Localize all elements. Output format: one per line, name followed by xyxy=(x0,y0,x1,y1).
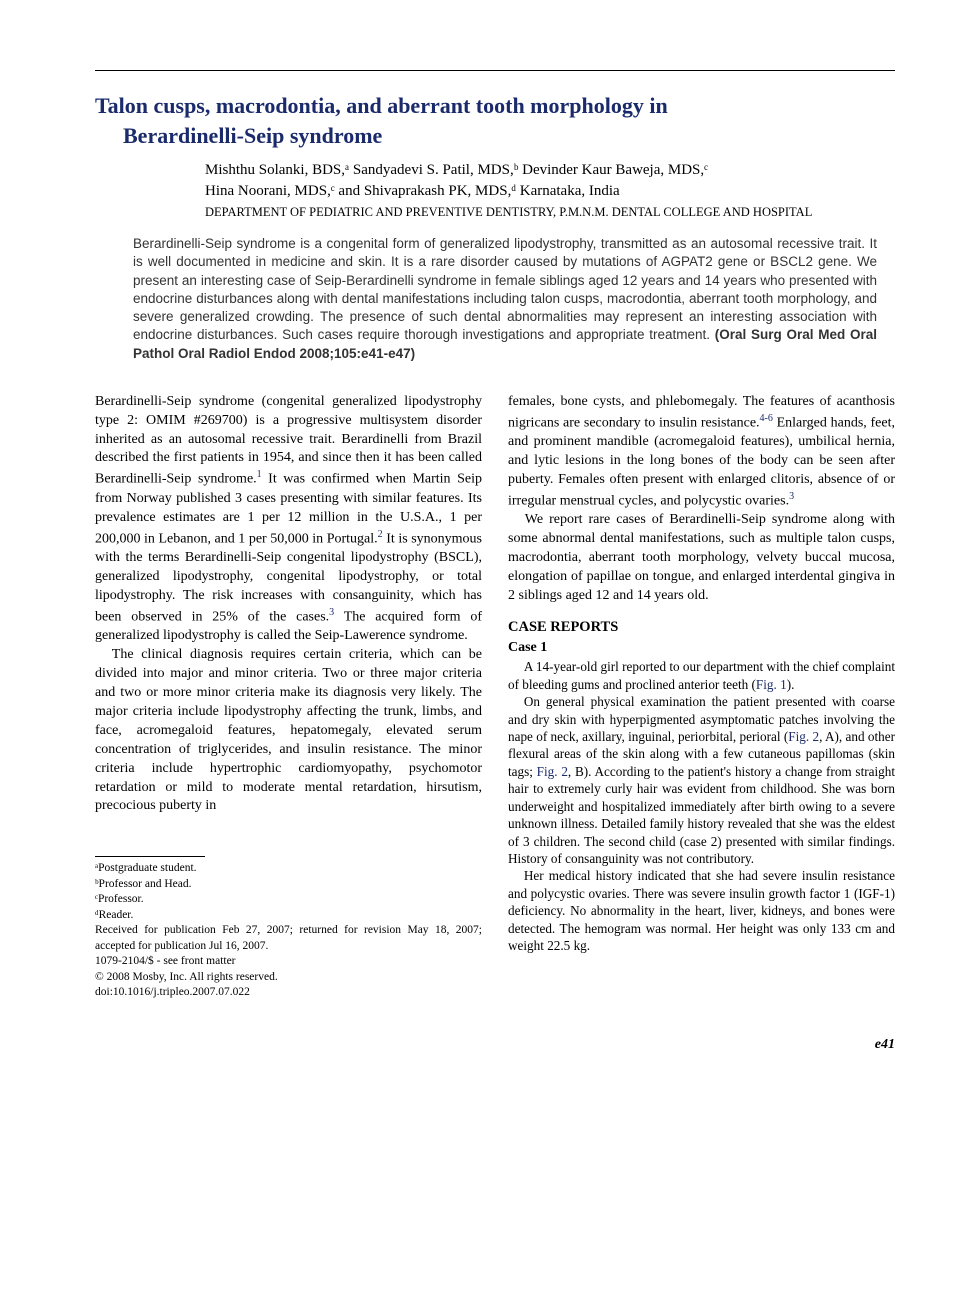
case-1-body: A 14-year-old girl reported to our depar… xyxy=(508,658,895,954)
abstract: Berardinelli-Seip syndrome is a congenit… xyxy=(133,235,877,363)
footnote-a: ᵃPostgraduate student. xyxy=(95,861,482,877)
footnote-c: ᶜProfessor. xyxy=(95,892,482,908)
intro-paragraph-1: Berardinelli-Seip syndrome (congenital g… xyxy=(95,393,482,647)
footnote-doi: doi:10.1016/j.tripleo.2007.07.022 xyxy=(95,985,482,1001)
ref-4-6[interactable]: 4-6 xyxy=(760,413,773,424)
case-1-heading: Case 1 xyxy=(508,639,895,658)
authors-line-2: Hina Noorani, MDS,ᶜ and Shivaprakash PK,… xyxy=(205,181,895,202)
footnote-rule xyxy=(95,856,205,857)
fig-1-link[interactable]: Fig. 1 xyxy=(756,677,787,692)
footnote-received: Received for publication Feb 27, 2007; r… xyxy=(95,923,482,954)
footnote-b: ᵇProfessor and Head. xyxy=(95,877,482,893)
footnote-d: ᵈReader. xyxy=(95,908,482,924)
case1-p2: On general physical examination the pati… xyxy=(508,693,895,867)
case1-p3: Her medical history indicated that she h… xyxy=(508,867,895,954)
c1p1-a: A 14-year-old girl reported to our depar… xyxy=(508,659,895,691)
footnote-price: 1079-2104/$ - see front matter xyxy=(95,954,482,970)
fig-2a-link[interactable]: Fig. 2 xyxy=(788,729,819,744)
case-reports-heading: CASE REPORTS xyxy=(508,618,895,638)
c1p2-c: , B). According to the patient's history… xyxy=(508,764,895,866)
page-number: e41 xyxy=(95,1037,895,1053)
title-line-1: Talon cusps, macrodontia, and aberrant t… xyxy=(95,93,668,118)
right-paragraph-2: We report rare cases of Berardinelli-Sei… xyxy=(508,511,895,605)
c1p1-b: ). xyxy=(787,677,795,692)
article-title: Talon cusps, macrodontia, and aberrant t… xyxy=(95,91,895,150)
title-line-2: Berardinelli-Seip syndrome xyxy=(95,123,382,148)
department-line: DEPARTMENT OF PEDIATRIC AND PREVENTIVE D… xyxy=(205,204,895,221)
ref-3b[interactable]: 3 xyxy=(789,491,794,502)
case1-p1: A 14-year-old girl reported to our depar… xyxy=(508,658,895,693)
authors-block: Mishthu Solanki, BDS,ᵃ Sandyadevi S. Pat… xyxy=(95,160,895,221)
top-rule xyxy=(95,70,895,71)
footnotes-block: ᵃPostgraduate student. ᵇProfessor and He… xyxy=(95,861,482,1001)
footnote-copyright: © 2008 Mosby, Inc. All rights reserved. xyxy=(95,970,482,986)
authors-line-1: Mishthu Solanki, BDS,ᵃ Sandyadevi S. Pat… xyxy=(205,160,895,181)
right-column: females, bone cysts, and phlebomegaly. T… xyxy=(508,393,895,1001)
left-column: Berardinelli-Seip syndrome (congenital g… xyxy=(95,393,482,1001)
fig-2b-link[interactable]: Fig. 2 xyxy=(537,764,568,779)
intro-paragraph-2: The clinical diagnosis requires certain … xyxy=(95,646,482,816)
right-paragraph-1: females, bone cysts, and phlebomegaly. T… xyxy=(508,393,895,512)
two-column-body: Berardinelli-Seip syndrome (congenital g… xyxy=(95,393,895,1001)
